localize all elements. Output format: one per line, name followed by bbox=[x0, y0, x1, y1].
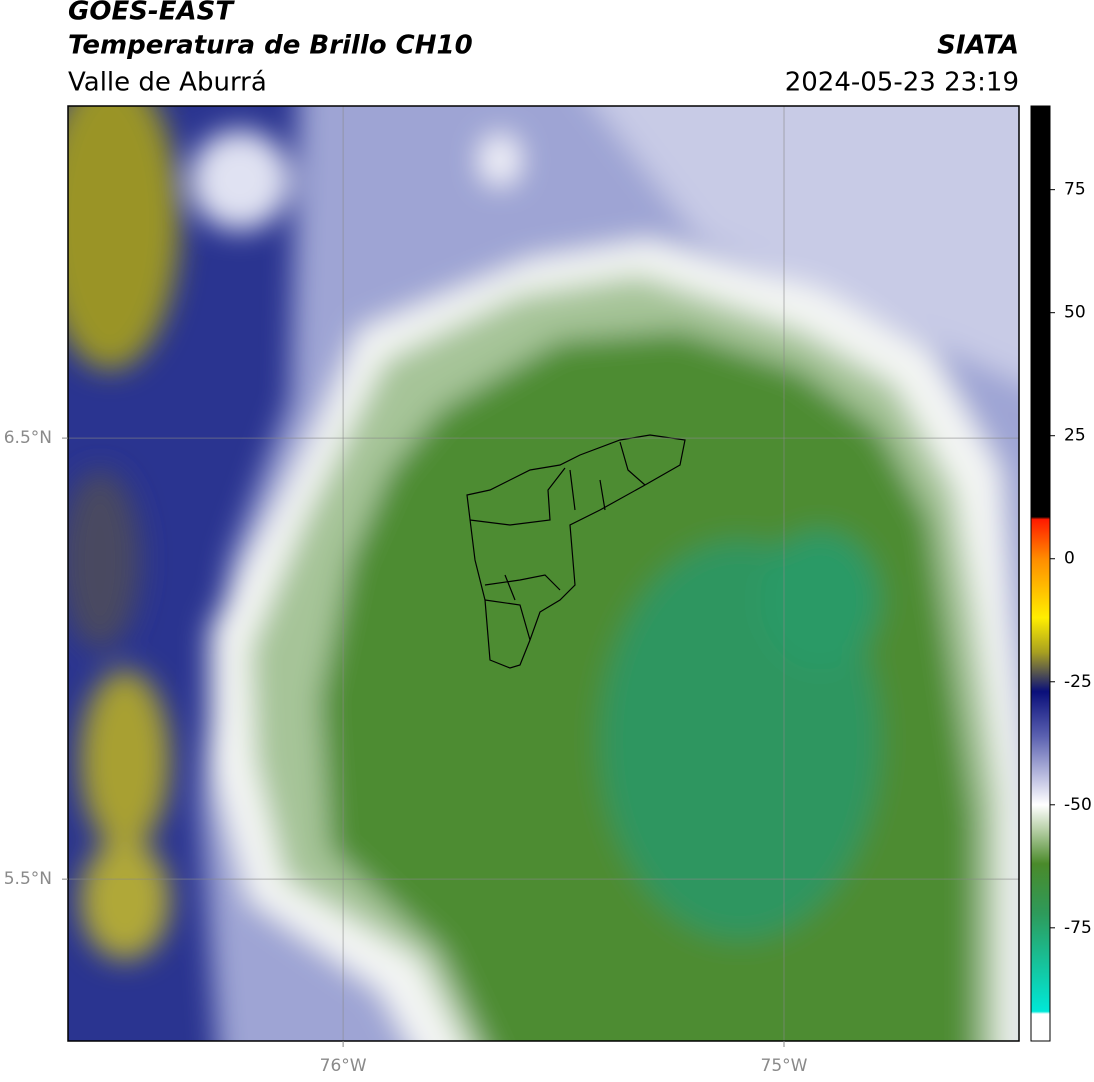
datetime: 2024-05-23 23:19 bbox=[785, 68, 1019, 98]
colorbar-tick-label: -50 bbox=[1064, 795, 1092, 815]
colorbar-tick-label: 75 bbox=[1064, 180, 1086, 200]
colorbar-tick-label: 0 bbox=[1064, 549, 1075, 569]
colorbar bbox=[1030, 105, 1051, 1042]
colorbar-tick-label: 25 bbox=[1064, 426, 1086, 446]
map-frame bbox=[67, 105, 1020, 1042]
title: GOES-EAST bbox=[68, 0, 235, 27]
municipal-boundaries bbox=[466, 434, 686, 669]
y-tick-label: 5.5°N bbox=[4, 869, 52, 889]
region: Valle de Aburrá bbox=[68, 68, 267, 98]
colorbar-tick-label: -75 bbox=[1064, 918, 1092, 938]
source: SIATA bbox=[937, 31, 1019, 61]
colorbar-tick-label: 50 bbox=[1064, 303, 1086, 323]
satellite-image bbox=[68, 106, 1019, 1041]
colorbar-tick-label: -25 bbox=[1064, 672, 1092, 692]
x-tick-label: 75°W bbox=[761, 1056, 808, 1076]
product: Temperatura de Brillo CH10 bbox=[68, 31, 473, 61]
grid bbox=[68, 106, 1019, 1041]
x-tick-label: 76°W bbox=[320, 1056, 367, 1076]
y-tick-label: 6.5°N bbox=[4, 428, 52, 448]
